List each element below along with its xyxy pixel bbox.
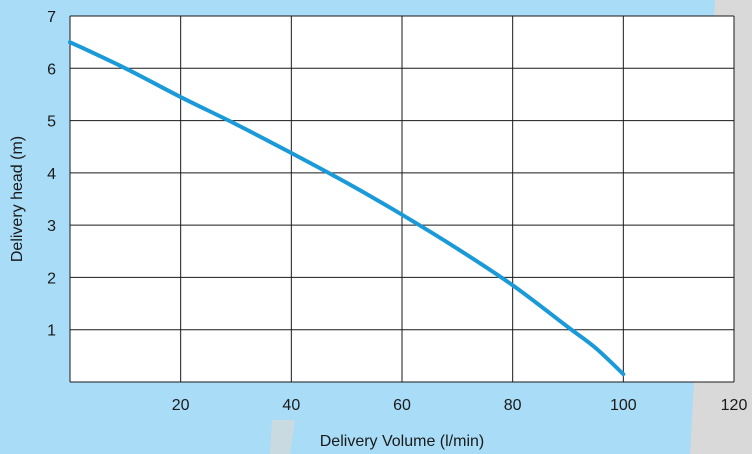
y-tick-label: 4 bbox=[47, 166, 56, 183]
series-group bbox=[68, 40, 626, 377]
x-tick-label: 40 bbox=[282, 397, 300, 414]
x-tick-label: 100 bbox=[610, 397, 637, 414]
x-axis-title: Delivery Volume (l/min) bbox=[320, 433, 484, 450]
y-tick-label: 6 bbox=[47, 61, 56, 78]
x-tick-label: 120 bbox=[721, 397, 748, 414]
y-axis-title: Delivery head (m) bbox=[9, 136, 26, 262]
series-line bbox=[68, 40, 626, 377]
tick-labels: 20 40 60 80 100 120 1 2 3 4 5 6 7 bbox=[47, 9, 747, 414]
x-tick-label: 20 bbox=[172, 397, 190, 414]
y-tick-label: 7 bbox=[47, 9, 56, 26]
x-tick-label: 60 bbox=[393, 397, 411, 414]
x-tick-label: 80 bbox=[504, 397, 522, 414]
y-tick-label: 5 bbox=[47, 114, 56, 131]
y-tick-label: 2 bbox=[47, 270, 56, 287]
background-gray-stripe-bottom bbox=[270, 420, 295, 454]
y-tick-label: 1 bbox=[47, 323, 56, 340]
grid bbox=[69, 15, 735, 383]
y-tick-label: 3 bbox=[47, 218, 56, 235]
